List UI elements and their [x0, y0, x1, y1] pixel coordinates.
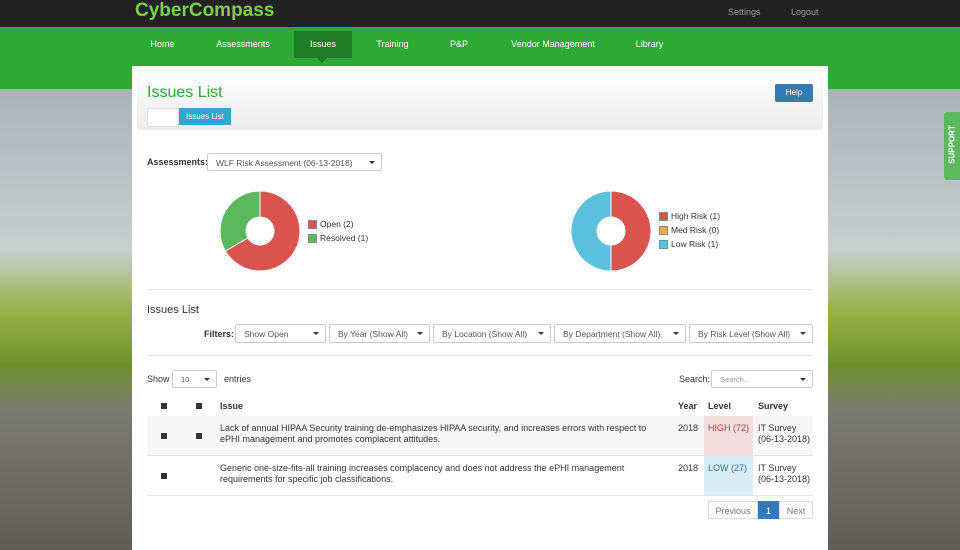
divider: [147, 289, 813, 290]
nav-item[interactable]: P&P: [449, 39, 468, 49]
level-cell: [704, 456, 753, 495]
legend-label: Open (2): [320, 219, 354, 229]
page-header: [137, 71, 823, 130]
filter-select[interactable]: By Year (Show All): [329, 324, 430, 343]
issue-text: Generic one-size-fits-all training incre…: [220, 463, 625, 484]
nav-item[interactable]: Vendor Management: [511, 39, 595, 49]
year: 2018: [678, 463, 699, 473]
legend-item: Low Risk (1): [659, 239, 719, 250]
column-header: Issue: [220, 401, 244, 411]
legend-label: High Risk (1): [671, 211, 721, 221]
nav-item[interactable]: Library: [635, 39, 664, 49]
entries-label: entries: [224, 374, 252, 384]
column-header: Year: [678, 401, 698, 411]
edit-icon[interactable]: [161, 433, 167, 439]
breadcrumb[interactable]: Issues List: [179, 108, 231, 125]
legend-item: Med Risk (0): [659, 225, 720, 236]
level: HIGH (72): [708, 423, 750, 433]
table-row: [147, 416, 813, 456]
legend-swatch: [308, 234, 317, 244]
page-size-select[interactable]: 10: [172, 370, 217, 388]
support-label[interactable]: SUPPORT: [947, 125, 957, 164]
search-label: Search:: [679, 374, 711, 384]
donut-slice: [219, 190, 261, 252]
donut-slice: [224, 190, 301, 272]
previous-button[interactable]: Previous: [708, 501, 758, 519]
page-button[interactable]: 1: [758, 501, 779, 519]
support-tab[interactable]: [944, 112, 960, 180]
legend-swatch: [308, 220, 317, 230]
show-label: Show: [147, 374, 170, 384]
breadcrumb-home[interactable]: [147, 108, 179, 127]
nav-item[interactable]: Issues: [294, 31, 352, 58]
top-bar: [0, 0, 960, 27]
year: 2018: [678, 423, 699, 433]
donut-slice: [570, 190, 612, 272]
level: LOW (27): [708, 463, 748, 473]
legend-label: Low Risk (1): [671, 239, 719, 249]
filters-label: Filters:: [204, 329, 235, 339]
legend-item: Open (2): [308, 219, 354, 230]
user-icon: [196, 433, 202, 439]
filter-select[interactable]: By Risk Level (Show All): [689, 324, 813, 343]
column-header: Survey: [758, 401, 789, 411]
help-button[interactable]: Help: [775, 84, 813, 102]
legend-item: Resolved (1): [308, 233, 369, 244]
nav-item[interactable]: Training: [376, 39, 409, 49]
icon: [161, 403, 167, 409]
next-button[interactable]: Next: [779, 501, 813, 519]
assessment-select[interactable]: WLF Risk Assessment (06-13-2018): [207, 153, 382, 171]
column-header: Level: [708, 401, 732, 411]
legend-swatch: [659, 226, 668, 236]
survey: IT Survey (06-13-2018): [758, 463, 811, 484]
legend-swatch: [659, 212, 668, 222]
filter-select[interactable]: By Department (Show All): [554, 324, 686, 343]
filter-select[interactable]: By Location (Show All): [433, 324, 551, 343]
issues-title: Issues List: [147, 304, 199, 316]
icon: [196, 403, 202, 409]
legend-label: Resolved (1): [320, 233, 369, 243]
divider: [147, 355, 813, 356]
assessment-label: Assessments:: [147, 157, 209, 167]
logout-link[interactable]: Logout: [791, 7, 819, 17]
table-row: [147, 456, 813, 496]
legend-swatch: [659, 240, 668, 250]
edit-icon[interactable]: [161, 473, 167, 479]
nav-item[interactable]: Assessments: [216, 39, 270, 49]
page-title: Issues List: [147, 84, 223, 101]
filter-select[interactable]: Show Open: [235, 324, 326, 343]
issue-text: Lack of annual HIPAA Security training d…: [220, 423, 647, 444]
nav-caret: [317, 58, 327, 68]
donut-slice: [610, 190, 652, 272]
brand[interactable]: CyberCompass: [135, 0, 275, 21]
search-input[interactable]: Search...: [711, 370, 813, 388]
legend-label: Med Risk (0): [671, 225, 720, 235]
nav-item[interactable]: Home: [150, 39, 175, 49]
level-cell: [704, 416, 753, 455]
legend-item: High Risk (1): [659, 211, 721, 222]
survey: IT Survey (06-13-2018): [758, 423, 811, 444]
settings-link[interactable]: Settings: [728, 7, 761, 17]
